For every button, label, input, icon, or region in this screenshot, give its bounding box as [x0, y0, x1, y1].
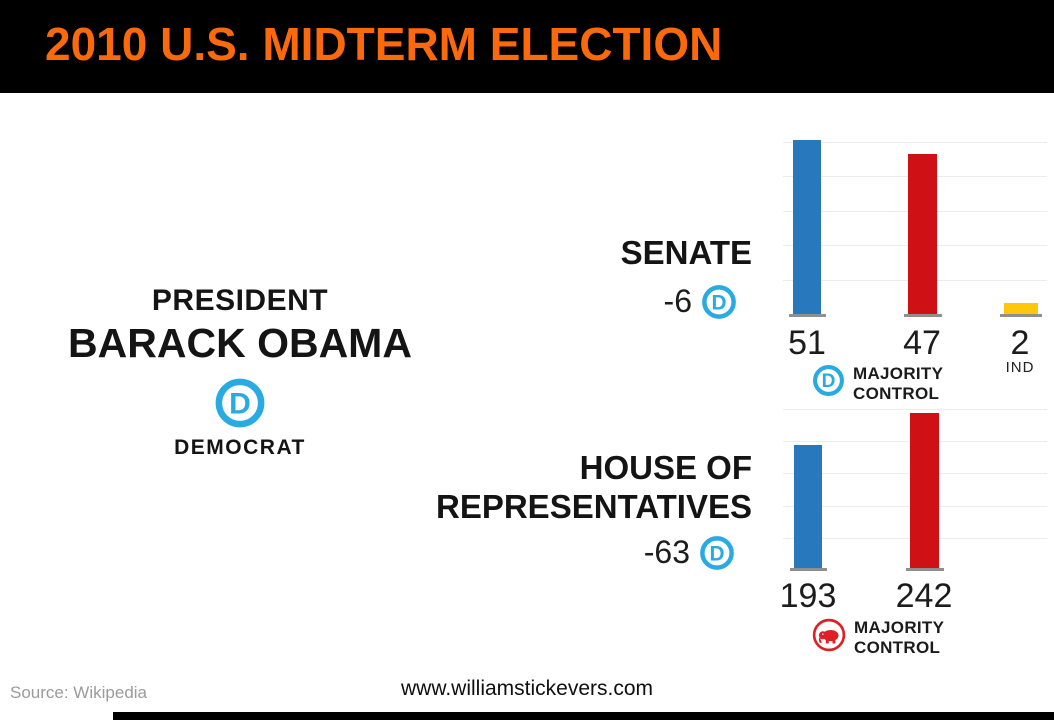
- majority-line1: MAJORITY: [854, 618, 945, 637]
- house-majority-control: MAJORITY CONTROL: [812, 618, 944, 658]
- majority-line2: CONTROL: [853, 384, 940, 403]
- house-republican-count: 242: [895, 577, 953, 615]
- majority-control-label: MAJORITY CONTROL: [853, 364, 943, 404]
- house-democrat-bar: [794, 445, 822, 569]
- house-title-line2: REPRESENTATIVES: [436, 488, 752, 525]
- president-block: PRESIDENT BARACK OBAMA DEMOCRAT: [40, 283, 440, 460]
- page-title: 2010 U.S. MIDTERM ELECTION: [45, 18, 723, 70]
- axis-tick: [1000, 314, 1042, 317]
- republican-elephant-icon: [812, 618, 846, 652]
- independent-label: IND: [1005, 359, 1035, 376]
- president-party-label: DEMOCRAT: [174, 436, 306, 459]
- gridline: [783, 142, 1047, 143]
- house-change-value: -63: [643, 534, 690, 570]
- house-seat-change: -63: [644, 534, 735, 571]
- majority-line2: CONTROL: [854, 638, 941, 657]
- house-democrat-count: 193: [779, 577, 837, 615]
- senate-republican-bar: [908, 154, 937, 315]
- website-url: www.williamstickevers.com: [400, 677, 654, 700]
- senate-change-value: -6: [663, 283, 692, 319]
- majority-line1: MAJORITY: [853, 364, 944, 383]
- house-title: HOUSE OF REPRESENTATIVES: [436, 448, 752, 526]
- democrat-d-icon: [701, 284, 737, 320]
- axis-tick: [904, 314, 942, 317]
- house-republican-bar: [910, 413, 939, 569]
- bottom-accent-bar: [113, 712, 1054, 720]
- democrat-d-icon: [812, 364, 845, 397]
- gridline: [783, 409, 1047, 410]
- header-bar: 2010 U.S. MIDTERM ELECTION: [0, 0, 1054, 93]
- senate-seat-change: -6: [664, 283, 737, 320]
- axis-tick: [790, 568, 827, 571]
- senate-majority-control: MAJORITY CONTROL: [812, 364, 943, 404]
- senate-title: SENATE: [620, 234, 752, 271]
- house-title-line1: HOUSE OF: [579, 449, 752, 486]
- source-credit: Source: Wikipedia: [10, 683, 148, 702]
- majority-control-label: MAJORITY CONTROL: [854, 618, 944, 658]
- senate-republican-count: 47: [903, 324, 941, 362]
- axis-tick: [906, 568, 944, 571]
- senate-democrat-count: 51: [788, 324, 826, 362]
- democrat-d-icon: [699, 535, 735, 571]
- senate-democrat-bar: [793, 140, 821, 315]
- senate-independent-count: 2: [1010, 324, 1030, 362]
- axis-tick: [789, 314, 826, 317]
- president-name: BARACK OBAMA: [68, 320, 412, 366]
- democrat-d-icon: [214, 377, 266, 429]
- president-label: PRESIDENT: [151, 284, 329, 317]
- senate-independent-bar: [1004, 303, 1038, 315]
